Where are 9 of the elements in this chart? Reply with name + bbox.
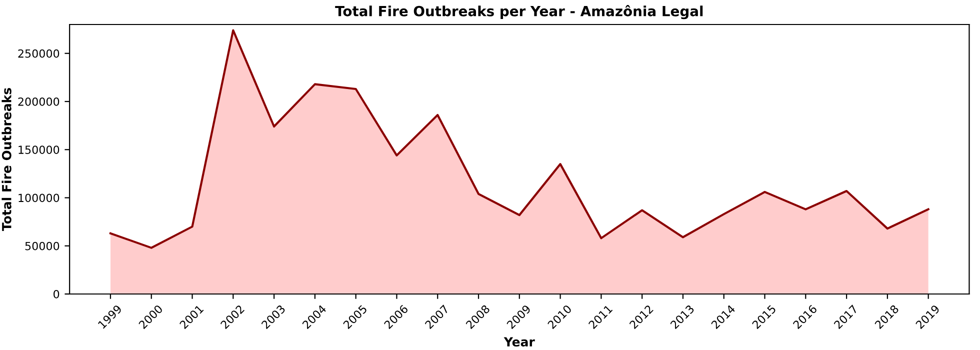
x-axis-title: Year bbox=[504, 337, 535, 347]
y-tick-label: 50000 bbox=[25, 242, 60, 250]
chart-title: Total Fire Outbreaks per Year - Amazônia Legal bbox=[335, 5, 703, 20]
y-tick-label: 150000 bbox=[18, 146, 60, 154]
y-axis-title: Total Fire Outbreaks bbox=[2, 88, 12, 231]
y-tick-label: 100000 bbox=[18, 194, 60, 202]
y-tick-label: 200000 bbox=[18, 97, 60, 106]
y-tick-label: 250000 bbox=[18, 49, 60, 58]
y-tick-label: 0 bbox=[54, 290, 60, 298]
